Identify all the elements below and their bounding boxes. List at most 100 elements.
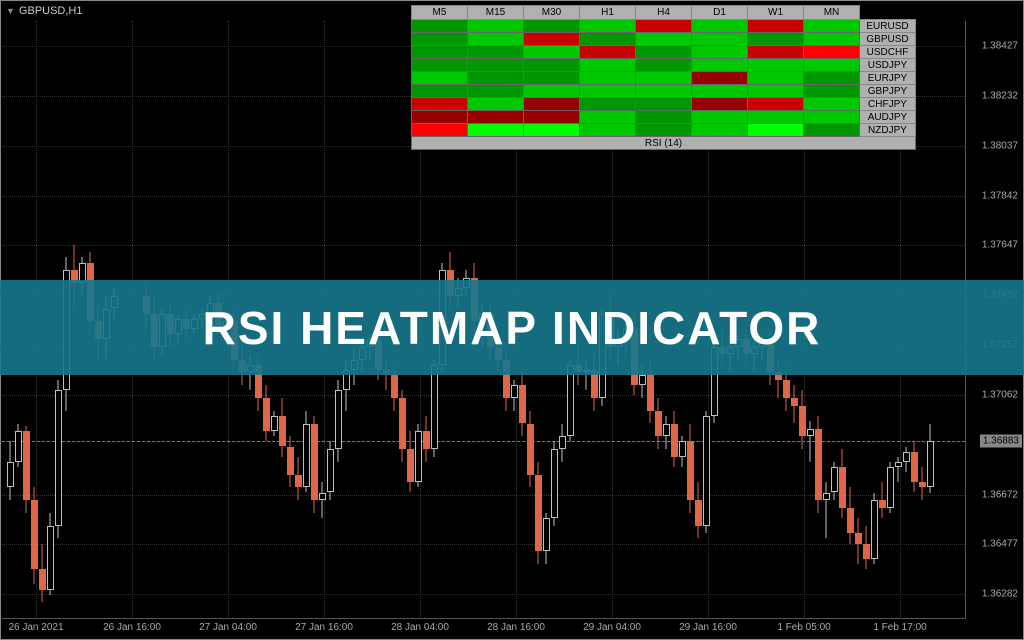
time-tick: 28 Jan 16:00 [487, 622, 545, 633]
heatmap-cell [580, 111, 636, 124]
heatmap-cell [804, 85, 860, 98]
heatmap-cell [804, 33, 860, 46]
heatmap-cell [468, 59, 524, 72]
title-banner: RSI HEATMAP INDICATOR [0, 280, 1024, 375]
time-tick: 27 Jan 16:00 [295, 622, 353, 633]
heatmap-cell [468, 20, 524, 33]
heatmap-tf: W1 [748, 6, 804, 20]
heatmap-cell [524, 72, 580, 85]
heatmap-cell [748, 33, 804, 46]
heatmap-cell [804, 46, 860, 59]
heatmap-cell [636, 72, 692, 85]
heatmap-cell [748, 72, 804, 85]
heatmap-cell [412, 124, 468, 137]
heatmap-cell [580, 72, 636, 85]
heatmap-cell [468, 111, 524, 124]
heatmap-pair: GBPUSD [860, 33, 916, 46]
heatmap-cell [580, 124, 636, 137]
time-tick: 26 Jan 2021 [8, 622, 63, 633]
heatmap-pair: CHFJPY [860, 98, 916, 111]
heatmap-cell [580, 33, 636, 46]
heatmap-tf: H4 [636, 6, 692, 20]
price-tick: 1.36672 [982, 489, 1018, 500]
time-tick: 1 Feb 17:00 [873, 622, 926, 633]
heatmap-cell [804, 98, 860, 111]
time-axis: 26 Jan 2021 26 Jan 16:00 27 Jan 04:00 27 Ja… [2, 618, 966, 638]
heatmap-cell [748, 98, 804, 111]
heatmap-cell [468, 33, 524, 46]
time-tick: 27 Jan 04:00 [199, 622, 257, 633]
heatmap-cell [692, 85, 748, 98]
heatmap-cell [748, 111, 804, 124]
heatmap-cell [580, 98, 636, 111]
heatmap-cell [692, 20, 748, 33]
time-tick: 26 Jan 16:00 [103, 622, 161, 633]
heatmap-cell [412, 98, 468, 111]
heatmap-cell [524, 111, 580, 124]
time-tick: 29 Jan 16:00 [679, 622, 737, 633]
heatmap-cell [468, 85, 524, 98]
heatmap-cell [524, 85, 580, 98]
price-tick: 1.37842 [982, 190, 1018, 201]
price-tick: 1.36282 [982, 589, 1018, 600]
price-tick: 1.36477 [982, 539, 1018, 550]
chevron-down-icon[interactable]: ▼ [6, 6, 15, 16]
heatmap-cell [468, 98, 524, 111]
heatmap-cell [692, 46, 748, 59]
heatmap-cell [636, 20, 692, 33]
heatmap-cell [524, 59, 580, 72]
heatmap-cell [524, 33, 580, 46]
heatmap-cell [524, 98, 580, 111]
heatmap-cell [636, 124, 692, 137]
heatmap-cell [412, 59, 468, 72]
rsi-heatmap: M5M15M30H1H4D1W1MN EURUSDGBPUSDUSDCHFUSD… [411, 5, 916, 150]
heatmap-cell [468, 124, 524, 137]
heatmap-cell [748, 59, 804, 72]
symbol-bar[interactable]: ▼ GBPUSD,H1 [2, 2, 87, 20]
heatmap-cell [524, 46, 580, 59]
time-tick: 1 Feb 05:00 [777, 622, 830, 633]
heatmap-cell [412, 33, 468, 46]
heatmap-cell [692, 98, 748, 111]
heatmap-cell [748, 85, 804, 98]
heatmap-tf: M15 [468, 6, 524, 20]
heatmap-cell [692, 111, 748, 124]
heatmap-cell [636, 59, 692, 72]
heatmap-cell [524, 20, 580, 33]
heatmap-cell [692, 33, 748, 46]
heatmap-cell [804, 124, 860, 137]
heatmap-pair: EURUSD [860, 20, 916, 33]
price-tick: 1.38427 [982, 41, 1018, 52]
heatmap-cell [692, 59, 748, 72]
heatmap-cell [804, 59, 860, 72]
heatmap-cell [636, 111, 692, 124]
heatmap-cell [580, 20, 636, 33]
heatmap-pair: NZDJPY [860, 124, 916, 137]
heatmap-pair: GBPJPY [860, 85, 916, 98]
heatmap-tf: M5 [412, 6, 468, 20]
heatmap-cell [412, 111, 468, 124]
heatmap-cell [412, 46, 468, 59]
heatmap-cell [580, 59, 636, 72]
heatmap-pair: USDCHF [860, 46, 916, 59]
heatmap-tf: H1 [580, 6, 636, 20]
heatmap-cell [804, 111, 860, 124]
heatmap-tf: MN [804, 6, 860, 20]
heatmap-cell [804, 20, 860, 33]
banner-text: RSI HEATMAP INDICATOR [203, 301, 822, 355]
heatmap-tf: D1 [692, 6, 748, 20]
heatmap-tf: M30 [524, 6, 580, 20]
heatmap-pair: USDJPY [860, 59, 916, 72]
heatmap-cell [580, 46, 636, 59]
heatmap-cell [468, 72, 524, 85]
heatmap-cell [580, 85, 636, 98]
price-tick: 1.37062 [982, 389, 1018, 400]
heatmap-cell [804, 72, 860, 85]
current-price-tag: 1.36883 [980, 434, 1022, 447]
price-tick: 1.38037 [982, 140, 1018, 151]
heatmap-cell [748, 20, 804, 33]
heatmap-cell [412, 72, 468, 85]
heatmap-cell [692, 72, 748, 85]
heatmap-pair: AUDJPY [860, 111, 916, 124]
heatmap-cell [468, 46, 524, 59]
